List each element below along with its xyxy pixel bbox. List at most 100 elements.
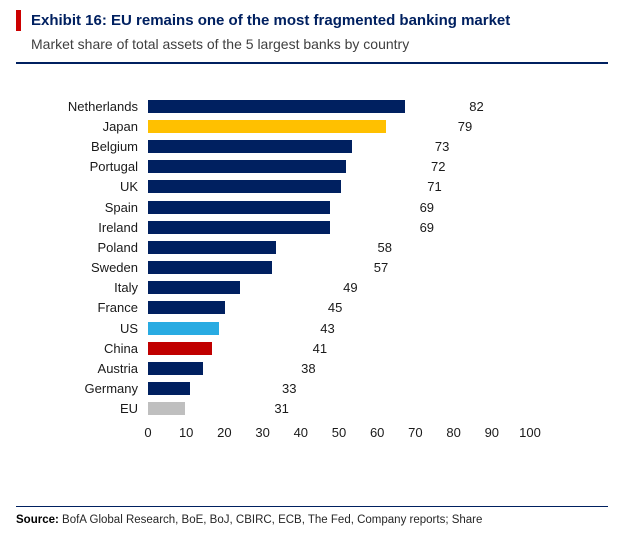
value-label: 38 [301,361,316,377]
chart-row: US 43 [16,318,608,338]
chart-row: Germany 33 [16,379,608,399]
bar-track [148,139,427,153]
category-label: UK [119,179,138,195]
bar-track [148,99,461,113]
category-label: Ireland [98,219,138,235]
x-axis: 0 10 20 30 40 50 60 70 80 90 100 [144,423,540,445]
chart-row: EU 31 [16,399,608,419]
category-label: Italy [114,280,138,296]
x-tick-label: 70 [408,425,423,440]
bar-track [148,382,274,396]
x-tick-label: 100 [519,425,541,440]
value-label: 79 [457,118,473,134]
x-tick-label: 20 [217,425,232,440]
bar-japan [148,119,387,133]
chart-row: Japan 79 [16,116,608,136]
bar-track [148,240,370,254]
header-divider [16,62,608,64]
category-label: Sweden [91,260,138,276]
category-label: US [119,320,138,336]
category-label: Netherlands [67,98,138,114]
value-label: 31 [274,401,289,417]
bar-track [148,220,412,234]
bar-track [148,180,419,194]
chart-row: Netherlands 82 [16,96,608,116]
source-note: Source: BofA Global Research, BoE, BoJ, … [16,514,482,526]
category-label: Belgium [91,138,138,154]
bar-france [148,301,226,315]
value-label: 43 [320,320,335,336]
bar-spain [148,200,330,214]
source-label: Source: [16,514,59,526]
bar-track [148,301,320,315]
value-label: 41 [312,340,328,356]
bar-track [148,321,312,335]
x-tick-label: 30 [255,425,270,440]
bar-track [148,261,366,275]
category-label: EU [119,401,138,417]
value-label: 72 [431,159,446,175]
chart-row: France 45 [16,298,608,318]
x-tick-label: 60 [369,425,385,440]
value-label: 58 [377,239,393,255]
bar-belgium [148,139,352,153]
bar-poland [148,240,277,254]
category-label: China [104,340,138,356]
category-label: Germany [84,381,138,397]
bar-germany [148,382,190,396]
category-label: Spain [104,199,138,215]
bar-us [148,321,219,335]
x-tick-label: 40 [293,425,309,440]
value-label: 57 [373,260,389,276]
bar-china [148,341,213,355]
footer-divider [16,506,608,507]
bar-netherlands [148,99,405,113]
value-label: 69 [419,199,435,215]
value-label: 82 [469,98,484,114]
chart-row: Ireland 69 [16,217,608,237]
value-label: 71 [427,179,442,195]
header: Exhibit 16: EU remains one of the most f… [0,0,624,54]
bar-portugal [148,160,347,174]
bar-sweden [148,261,273,275]
x-tick-label: 0 [144,425,152,440]
value-label: 73 [434,138,450,154]
chart-row: Portugal 72 [16,157,608,177]
category-label: Portugal [89,159,138,175]
bar-track [148,160,423,174]
bar-track [148,281,335,295]
chart-rows: Netherlands 82 Japan 79 Belgium 73 Portugal 72 U… [16,96,608,419]
bar-ireland [148,220,330,234]
chart-row: UK 71 [16,177,608,197]
bar-track [148,341,305,355]
chart-row: China 41 [16,338,608,358]
exhibit-title: Exhibit 16: EU remains one of the most f… [16,10,591,31]
category-label: France [97,300,138,316]
chart-row: Sweden 57 [16,258,608,278]
bar-eu [148,402,185,416]
chart-row: Spain 69 [16,197,608,217]
x-tick-label: 10 [178,425,194,440]
bar-uk [148,180,341,194]
bar-track [148,402,266,416]
value-label: 69 [419,219,435,235]
chart-row: Italy 49 [16,278,608,298]
bar-track [148,119,450,133]
category-label: Japan [102,118,138,134]
bar-track [148,362,293,376]
category-label: Austria [97,361,138,377]
chart-row: Austria 38 [16,358,608,378]
bar-chart: Netherlands 82 Japan 79 Belgium 73 Portugal 72 U… [16,96,608,445]
category-label: Poland [97,239,138,255]
value-label: 33 [282,381,297,397]
bar-austria [148,362,204,376]
x-tick-label: 50 [331,425,347,440]
source-text: BofA Global Research, BoE, BoJ, CBIRC, E… [58,514,483,526]
value-label: 45 [327,300,343,316]
chart-row: Belgium 73 [16,136,608,156]
x-tick-label: 80 [446,425,461,440]
value-label: 49 [343,280,358,296]
x-tick-label: 90 [484,425,500,440]
chart-row: Poland 58 [16,237,608,257]
